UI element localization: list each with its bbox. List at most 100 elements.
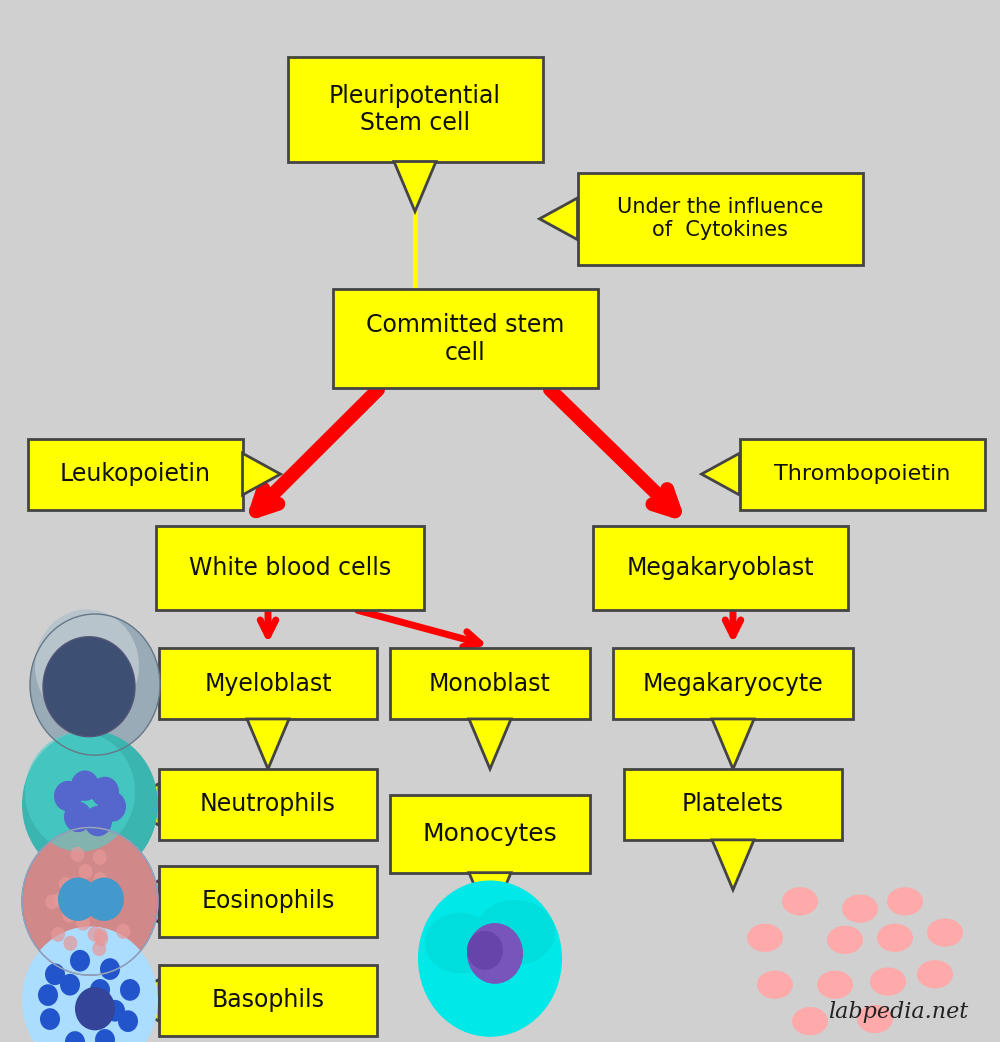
Text: Megakaryoblast: Megakaryoblast bbox=[626, 555, 814, 580]
Ellipse shape bbox=[79, 864, 93, 879]
Ellipse shape bbox=[817, 970, 853, 999]
Ellipse shape bbox=[94, 932, 108, 946]
Ellipse shape bbox=[43, 637, 135, 737]
Ellipse shape bbox=[64, 801, 92, 833]
Ellipse shape bbox=[67, 780, 87, 801]
Ellipse shape bbox=[40, 1009, 60, 1029]
Ellipse shape bbox=[98, 791, 126, 822]
Ellipse shape bbox=[70, 950, 90, 971]
Ellipse shape bbox=[106, 884, 120, 898]
Text: Megakaryocyte: Megakaryocyte bbox=[643, 671, 823, 696]
FancyBboxPatch shape bbox=[578, 173, 862, 265]
Polygon shape bbox=[247, 719, 289, 769]
FancyBboxPatch shape bbox=[390, 648, 590, 719]
Ellipse shape bbox=[99, 789, 119, 810]
Ellipse shape bbox=[747, 923, 783, 952]
Text: Eosinophils: Eosinophils bbox=[201, 889, 335, 914]
Polygon shape bbox=[121, 784, 159, 825]
Ellipse shape bbox=[93, 872, 107, 887]
Ellipse shape bbox=[425, 913, 495, 973]
Ellipse shape bbox=[887, 887, 923, 916]
FancyBboxPatch shape bbox=[740, 439, 984, 510]
Text: Monocytes: Monocytes bbox=[423, 821, 557, 846]
Ellipse shape bbox=[92, 941, 106, 957]
Ellipse shape bbox=[418, 880, 562, 1037]
Ellipse shape bbox=[84, 877, 124, 921]
Ellipse shape bbox=[63, 891, 77, 907]
Ellipse shape bbox=[45, 894, 59, 910]
Ellipse shape bbox=[101, 900, 115, 915]
Polygon shape bbox=[469, 719, 511, 769]
Ellipse shape bbox=[70, 847, 84, 862]
Text: Basophils: Basophils bbox=[212, 988, 324, 1013]
FancyBboxPatch shape bbox=[390, 794, 590, 873]
Ellipse shape bbox=[45, 964, 65, 985]
FancyBboxPatch shape bbox=[159, 866, 377, 937]
Ellipse shape bbox=[59, 876, 73, 892]
Ellipse shape bbox=[927, 918, 963, 947]
Ellipse shape bbox=[62, 908, 76, 923]
Ellipse shape bbox=[65, 1032, 85, 1042]
Ellipse shape bbox=[85, 778, 105, 799]
Ellipse shape bbox=[95, 1029, 115, 1042]
Ellipse shape bbox=[88, 926, 102, 942]
Ellipse shape bbox=[51, 926, 65, 942]
Ellipse shape bbox=[857, 1004, 893, 1034]
Polygon shape bbox=[702, 453, 740, 495]
FancyBboxPatch shape bbox=[159, 965, 377, 1036]
Ellipse shape bbox=[84, 805, 112, 837]
Text: Platelets: Platelets bbox=[682, 792, 784, 817]
Ellipse shape bbox=[38, 985, 58, 1006]
Text: Under the influence
of  Cytokines: Under the influence of Cytokines bbox=[617, 197, 823, 241]
Ellipse shape bbox=[35, 610, 139, 722]
Ellipse shape bbox=[71, 770, 99, 801]
Ellipse shape bbox=[95, 803, 115, 824]
FancyBboxPatch shape bbox=[159, 648, 377, 719]
Polygon shape bbox=[712, 719, 754, 769]
FancyBboxPatch shape bbox=[288, 57, 542, 162]
Ellipse shape bbox=[118, 1011, 138, 1032]
Text: labpedia.net: labpedia.net bbox=[828, 1001, 968, 1023]
Ellipse shape bbox=[842, 894, 878, 923]
Ellipse shape bbox=[782, 887, 818, 916]
Ellipse shape bbox=[58, 877, 98, 921]
Text: Leukopoietin: Leukopoietin bbox=[60, 462, 210, 487]
Ellipse shape bbox=[94, 928, 108, 943]
Text: Myeloblast: Myeloblast bbox=[204, 671, 332, 696]
Ellipse shape bbox=[60, 974, 80, 995]
Ellipse shape bbox=[91, 776, 119, 808]
Ellipse shape bbox=[63, 936, 77, 951]
Ellipse shape bbox=[757, 970, 793, 999]
Ellipse shape bbox=[116, 923, 130, 939]
Ellipse shape bbox=[22, 827, 158, 975]
Ellipse shape bbox=[90, 979, 110, 1000]
Ellipse shape bbox=[877, 923, 913, 952]
Ellipse shape bbox=[75, 987, 115, 1031]
Text: Pleuripotential
Stem cell: Pleuripotential Stem cell bbox=[329, 83, 501, 135]
FancyBboxPatch shape bbox=[613, 648, 853, 719]
Text: Monoblast: Monoblast bbox=[429, 671, 551, 696]
Ellipse shape bbox=[105, 1000, 125, 1021]
Polygon shape bbox=[121, 979, 159, 1021]
Polygon shape bbox=[242, 453, 280, 495]
FancyBboxPatch shape bbox=[159, 769, 377, 840]
Text: Committed stem
cell: Committed stem cell bbox=[366, 313, 564, 365]
Ellipse shape bbox=[827, 925, 863, 954]
Ellipse shape bbox=[917, 960, 953, 989]
Ellipse shape bbox=[792, 1007, 828, 1036]
Text: White blood cells: White blood cells bbox=[189, 555, 391, 580]
Polygon shape bbox=[712, 840, 754, 890]
Text: Neutrophils: Neutrophils bbox=[200, 792, 336, 817]
FancyBboxPatch shape bbox=[624, 769, 842, 840]
FancyBboxPatch shape bbox=[156, 526, 424, 610]
FancyBboxPatch shape bbox=[592, 526, 848, 610]
Ellipse shape bbox=[22, 730, 158, 878]
Polygon shape bbox=[469, 873, 511, 923]
Ellipse shape bbox=[54, 780, 82, 812]
Ellipse shape bbox=[93, 850, 107, 865]
Polygon shape bbox=[121, 880, 159, 922]
Text: Thrombopoietin: Thrombopoietin bbox=[774, 464, 950, 485]
Ellipse shape bbox=[22, 926, 158, 1042]
Ellipse shape bbox=[467, 923, 523, 984]
Polygon shape bbox=[394, 162, 436, 212]
